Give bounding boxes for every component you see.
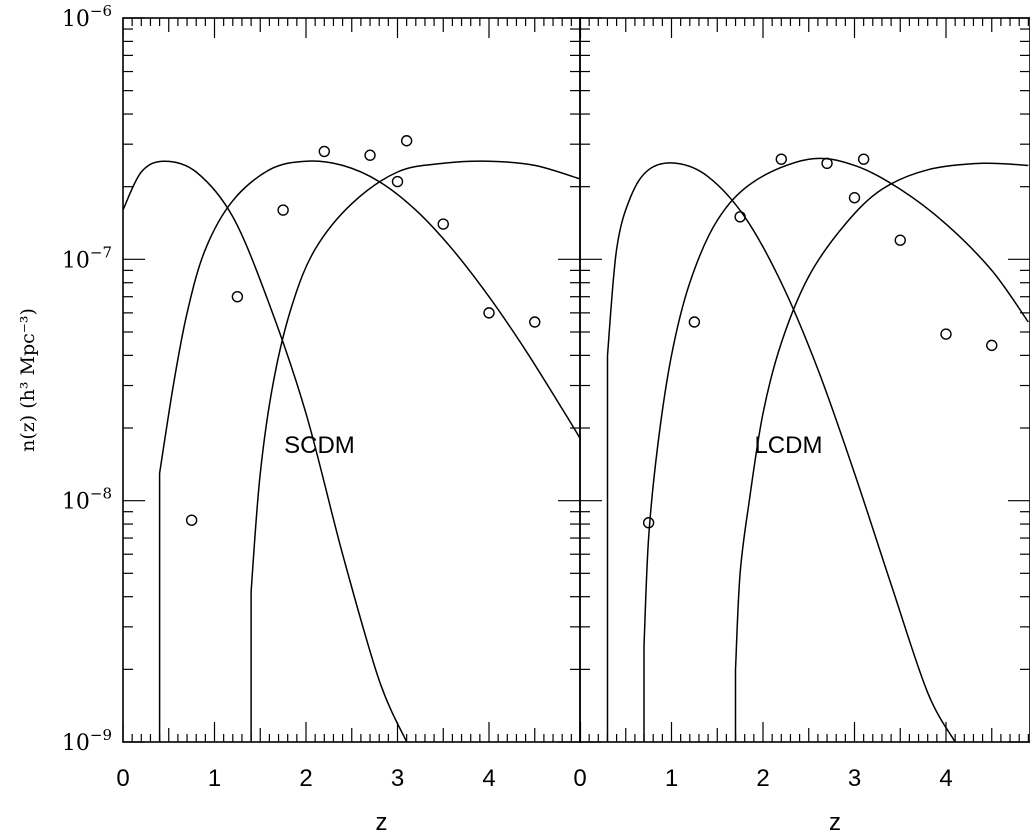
data-point [821,157,833,169]
y-tick-label: 10−8 [62,485,112,515]
x-tick-label: 1 [208,765,221,792]
data-point [437,218,449,230]
data-point [734,211,746,223]
data-point [483,307,495,319]
x-tick-label: 0 [116,765,129,792]
y-tick-label: 10−6 [62,2,112,32]
x-tick-label: 4 [939,765,952,792]
curves [606,157,1029,742]
plot-frame [122,17,581,743]
panels: 0 1 2 3 4 z SCDM 0 1 2 3 4 z LCDM [116,17,1030,833]
data-point [185,514,198,526]
x-tick-label: 3 [848,765,861,792]
data-point [848,192,861,204]
data-point [986,339,998,352]
model-curve-1 [606,162,956,742]
data-point [857,153,870,165]
data-point [642,517,655,529]
y-tick-label: 10−7 [62,243,112,273]
model-curve-3 [734,162,1029,742]
data-point [391,175,404,188]
y-axis-tick-labels: 10−6 10−7 10−8 10−9 [62,2,112,756]
data-point [400,135,413,147]
plot-frame [579,17,1030,743]
model-label: SCDM [284,432,355,459]
model-curve-2 [158,160,580,742]
data-point [364,149,376,161]
panel-left: 0 1 2 3 4 z SCDM [116,17,582,833]
data-point [688,316,701,328]
x-tick-label: 3 [391,765,404,792]
data-point [231,291,244,303]
data-point [277,204,289,216]
x-tick-label: 1 [665,765,678,792]
panel-right: 0 1 2 3 4 z LCDM [573,17,1030,833]
data-point [775,153,787,165]
data-point [894,234,906,246]
model-label: LCDM [754,432,822,459]
model-curve-3 [250,160,580,742]
x-tick-label: 0 [573,765,586,792]
data-point [529,316,541,328]
x-tick-label: 4 [482,765,495,792]
model-curve-1 [123,160,408,742]
x-tick-label: 2 [756,765,769,792]
data-points [642,153,998,529]
y-axis-label: n(z) (h³ Mpc⁻³) [17,308,39,452]
data-point [318,145,330,158]
y-tick-label: 10−9 [62,726,112,756]
x-tick-label: 2 [299,765,312,792]
data-points [185,135,541,526]
data-point [940,328,952,340]
x-axis-label: z [829,809,841,833]
curves [123,160,580,742]
model-curve-2 [643,157,1029,742]
x-axis-label: z [376,809,388,833]
